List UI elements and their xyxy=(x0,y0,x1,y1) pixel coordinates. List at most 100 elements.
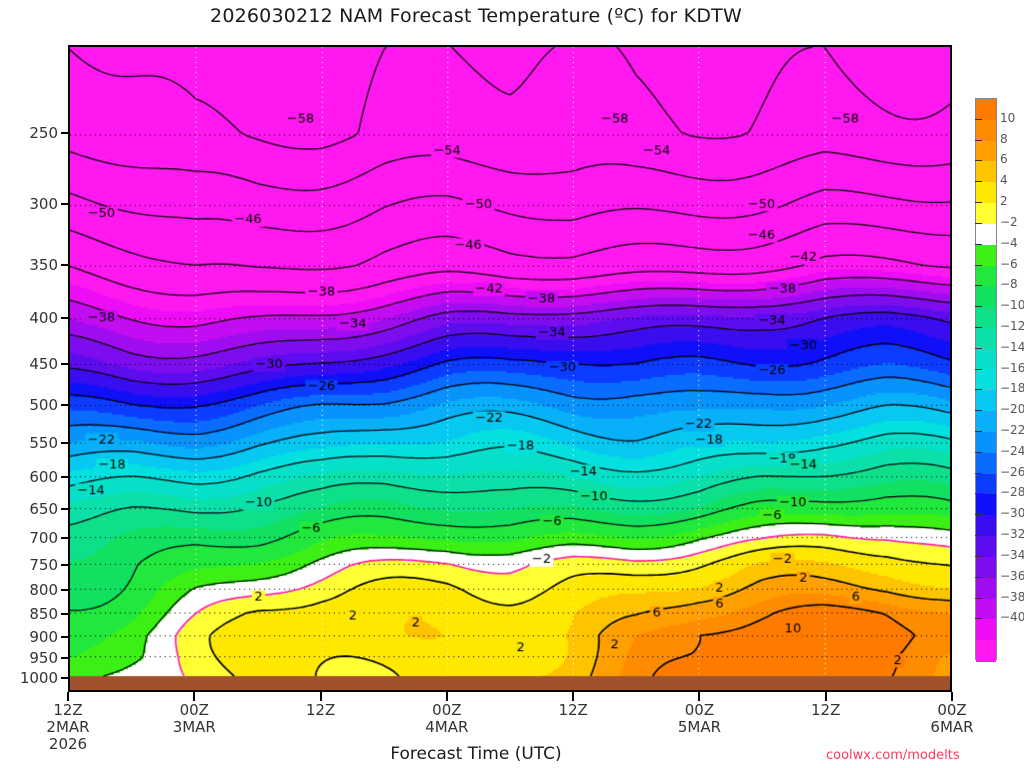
colorbar-swatch xyxy=(976,432,996,454)
time-label: 12Z xyxy=(527,702,619,719)
colorbar-swatch xyxy=(976,348,996,371)
colorbar-tick xyxy=(975,264,982,266)
pressure-label: 550 xyxy=(29,433,58,452)
colorbar-tick xyxy=(975,576,982,578)
colorbar-tick xyxy=(975,451,982,453)
pressure-label: 900 xyxy=(29,627,58,646)
colorbar-label: −10 xyxy=(1000,298,1024,313)
time-tick xyxy=(698,692,701,701)
pressure-label: 600 xyxy=(29,468,58,487)
colorbar-label: −22 xyxy=(1000,423,1024,438)
colorbar-tick xyxy=(975,535,982,537)
pressure-label: 450 xyxy=(29,354,58,373)
time-label: 00Z 4MAR xyxy=(401,702,493,736)
colorbar-label: −28 xyxy=(1000,485,1024,500)
time-label-date: 4MAR xyxy=(425,718,469,736)
colorbar-tick xyxy=(975,202,982,204)
colorbar-tick xyxy=(975,118,982,120)
time-label-date: 2MAR xyxy=(46,718,90,736)
colorbar-tick xyxy=(975,389,982,391)
pressure-label: 700 xyxy=(29,528,58,547)
time-tick xyxy=(951,692,953,701)
time-label: 00Z 5MAR xyxy=(653,702,745,736)
colorbar-tick xyxy=(975,306,982,308)
colorbar-label: −36 xyxy=(1000,568,1024,583)
colorbar-label: 8 xyxy=(1000,131,1008,146)
colorbar-label: 6 xyxy=(1000,152,1008,167)
colorbar-label: −18 xyxy=(1000,381,1024,396)
contour-overlay-layer xyxy=(70,47,950,690)
time-label-hour: 12Z xyxy=(558,701,588,719)
colorbar-label: −2 xyxy=(1000,214,1018,229)
watermark: coolwx.com/modelts xyxy=(826,748,960,763)
colorbar-swatch xyxy=(976,619,996,641)
colorbar-swatch xyxy=(976,140,996,163)
colorbar-tick xyxy=(975,555,982,557)
colorbar-label: 10 xyxy=(1000,110,1016,125)
time-label: 12Z xyxy=(780,702,872,719)
colorbar-swatch xyxy=(976,182,996,204)
colorbar-label: −14 xyxy=(1000,339,1024,354)
pressure-label: 750 xyxy=(29,555,58,574)
colorbar-label: 2 xyxy=(1000,194,1008,209)
colorbar-label: −20 xyxy=(1000,402,1024,417)
colorbar-swatch xyxy=(976,369,996,391)
time-tick xyxy=(824,692,827,701)
pressure-label: 650 xyxy=(29,499,58,518)
colorbar-swatch xyxy=(976,161,996,183)
colorbar-tick xyxy=(975,368,982,370)
colorbar-swatch xyxy=(976,473,996,496)
time-label: 00Z 3MAR xyxy=(148,702,240,736)
time-label-date: 5MAR xyxy=(677,718,721,736)
colorbar-tick xyxy=(975,431,982,433)
colorbar-swatch xyxy=(976,556,996,579)
pressure-label: 950 xyxy=(29,648,58,667)
colorbar-swatch xyxy=(976,390,996,412)
colorbar-swatch xyxy=(976,411,996,433)
page-title: 2026030212 NAM Forecast Temperature (ºC)… xyxy=(0,5,952,27)
pressure-label: 300 xyxy=(29,195,58,214)
colorbar-swatch xyxy=(976,223,996,246)
colorbar-tick xyxy=(975,243,982,245)
colorbar-swatch xyxy=(976,515,996,537)
colorbar-swatch xyxy=(976,494,996,516)
xaxis-title: Forecast Time (UTC) xyxy=(390,744,562,764)
colorbar-label: −26 xyxy=(1000,464,1024,479)
pressure-label: 800 xyxy=(29,581,58,600)
pressure-label: 500 xyxy=(29,396,58,415)
colorbar-swatch xyxy=(976,577,996,600)
colorbar-swatch xyxy=(976,327,996,350)
pressure-label: 400 xyxy=(29,308,58,327)
time-tick xyxy=(319,692,322,701)
time-label-hour: 00Z xyxy=(684,701,715,719)
colorbar-swatch xyxy=(976,119,996,142)
title-text: 2026030212 NAM Forecast Temperature (ºC)… xyxy=(210,5,742,27)
pressure-label: 250 xyxy=(29,123,58,142)
colorbar-label: −24 xyxy=(1000,443,1024,458)
colorbar-swatch xyxy=(976,244,996,267)
temperature-colorbar xyxy=(975,98,997,662)
temperature-cross-section-plot xyxy=(68,45,952,692)
colorbar-label: −30 xyxy=(1000,506,1024,521)
colorbar-swatch xyxy=(976,307,996,329)
colorbar-tick xyxy=(975,514,982,516)
colorbar-tick xyxy=(975,472,982,474)
time-label-hour: 12Z xyxy=(811,701,841,719)
colorbar-tick xyxy=(975,597,982,599)
colorbar-swatch xyxy=(976,265,996,287)
pressure-label: 350 xyxy=(29,256,58,275)
colorbar-swatch xyxy=(976,536,996,558)
colorbar-tick xyxy=(975,285,982,287)
colorbar-label: 4 xyxy=(1000,173,1008,188)
colorbar-label: −6 xyxy=(1000,256,1018,271)
pressure-label: 1000 xyxy=(19,669,58,687)
time-label-hour: 00Z xyxy=(937,701,967,719)
time-tick xyxy=(572,692,575,701)
colorbar-label: −34 xyxy=(1000,547,1024,562)
colorbar-tick xyxy=(975,139,982,141)
time-tick xyxy=(67,692,69,701)
colorbar-tick xyxy=(975,410,982,412)
colorbar-label: −40 xyxy=(1000,610,1024,625)
colorbar-swatch xyxy=(976,452,996,475)
colorbar-tick xyxy=(975,160,982,162)
